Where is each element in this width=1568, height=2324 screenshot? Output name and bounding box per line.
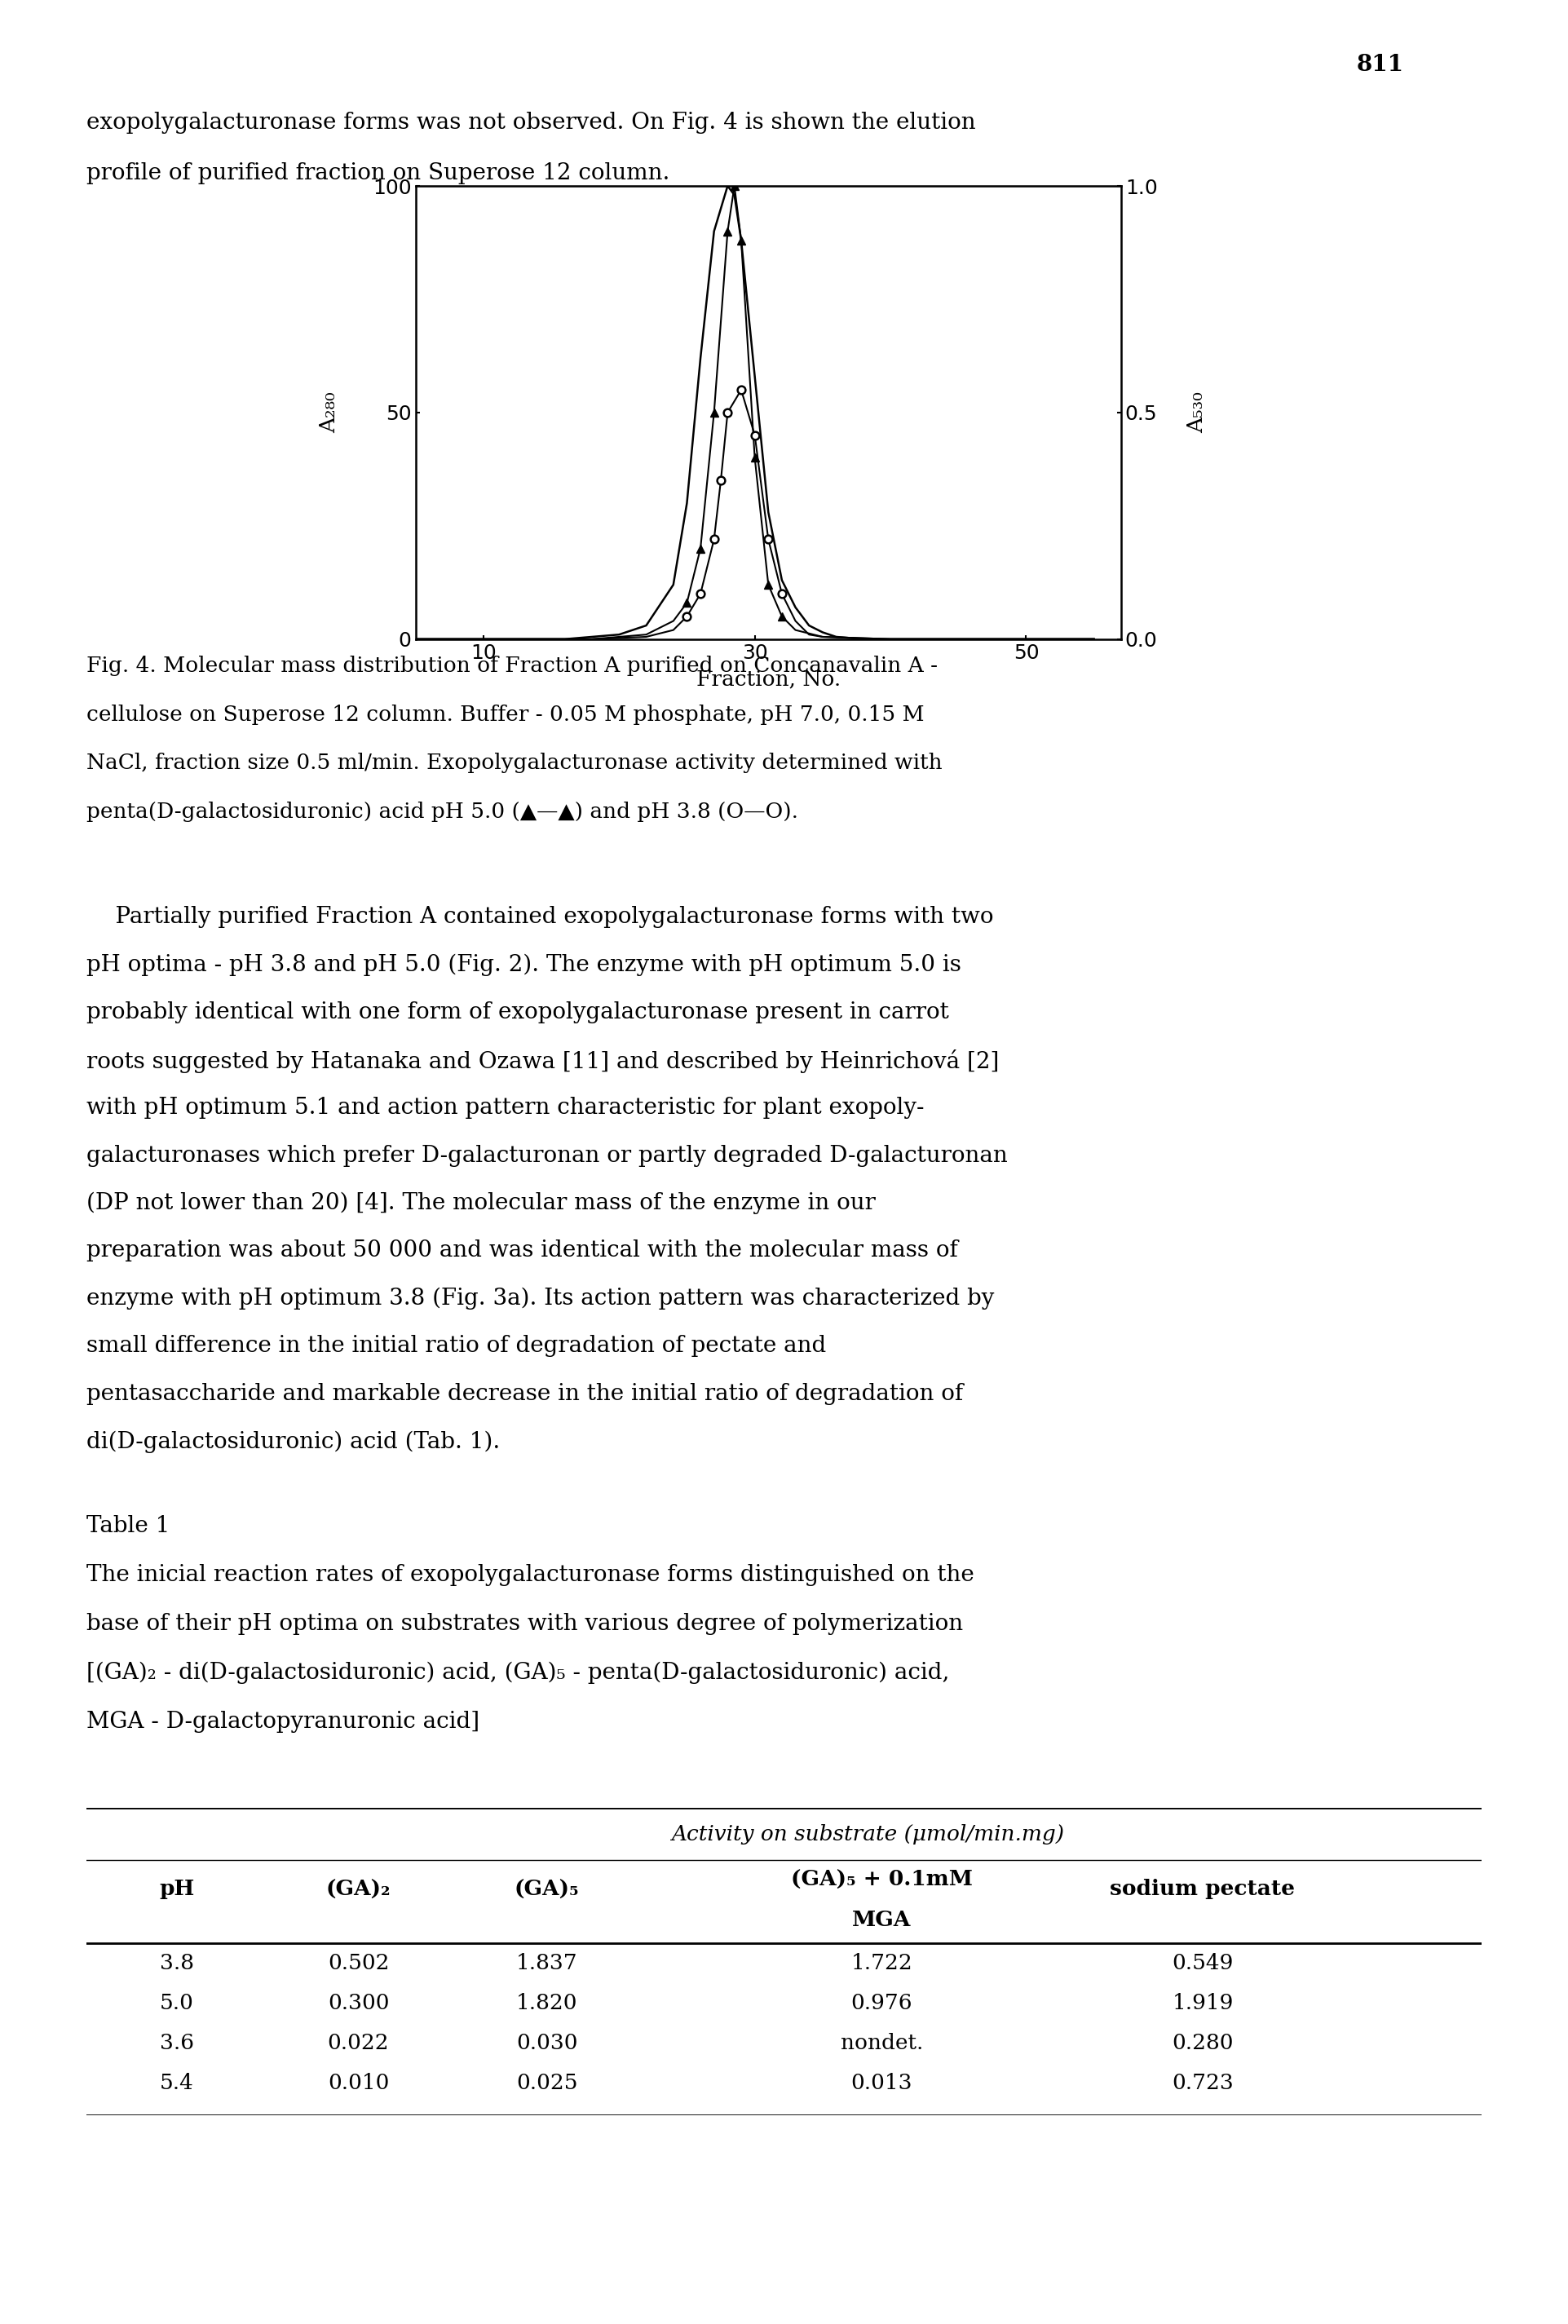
Text: The inicial reaction rates of exopolygalacturonase forms distinguished on the: The inicial reaction rates of exopolygal…: [86, 1564, 974, 1585]
Text: 0.549: 0.549: [1171, 1952, 1234, 1973]
Text: base of their pH optima on substrates with various degree of polymerization: base of their pH optima on substrates wi…: [86, 1613, 963, 1634]
Text: 5.4: 5.4: [160, 2073, 194, 2094]
Text: small difference in the initial ratio of degradation of pectate and: small difference in the initial ratio of…: [86, 1334, 826, 1357]
Text: A₅₃₀: A₅₃₀: [1185, 393, 1207, 432]
Text: 0.976: 0.976: [851, 1994, 913, 2013]
Text: sodium pectate: sodium pectate: [1110, 1880, 1295, 1899]
Text: (GA)₅ + 0.1mM: (GA)₅ + 0.1mM: [790, 1871, 972, 1889]
Text: 1.837: 1.837: [516, 1952, 577, 1973]
Text: 811: 811: [1356, 53, 1403, 74]
Text: galacturonases which prefer D-galacturonan or partly degraded D-galacturonan: galacturonases which prefer D-galacturon…: [86, 1146, 1007, 1167]
Text: 1.722: 1.722: [851, 1952, 913, 1973]
Text: 0.013: 0.013: [851, 2073, 913, 2094]
Text: preparation was about 50 000 and was identical with the molecular mass of: preparation was about 50 000 and was ide…: [86, 1241, 958, 1262]
Text: 3.6: 3.6: [160, 2034, 194, 2052]
Text: Fig. 4. Molecular mass distribution of Fraction A purified on Concanavalin A -: Fig. 4. Molecular mass distribution of F…: [86, 655, 938, 676]
Text: 1.919: 1.919: [1171, 1994, 1234, 2013]
Text: 1.820: 1.820: [516, 1994, 577, 2013]
Text: 0.280: 0.280: [1171, 2034, 1234, 2052]
Text: probably identical with one form of exopolygalacturonase present in carrot: probably identical with one form of exop…: [86, 1002, 949, 1023]
Text: 5.0: 5.0: [160, 1994, 194, 2013]
Text: enzyme with pH optimum 3.8 (Fig. 3a). Its action pattern was characterized by: enzyme with pH optimum 3.8 (Fig. 3a). It…: [86, 1287, 994, 1311]
Text: with pH optimum 5.1 and action pattern characteristic for plant exopoly-: with pH optimum 5.1 and action pattern c…: [86, 1097, 924, 1118]
Text: 0.723: 0.723: [1171, 2073, 1234, 2094]
Text: NaCl, fraction size 0.5 ml/min. Exopolygalacturonase activity determined with: NaCl, fraction size 0.5 ml/min. Exopolyg…: [86, 753, 942, 774]
Text: pentasaccharide and markable decrease in the initial ratio of degradation of: pentasaccharide and markable decrease in…: [86, 1383, 963, 1404]
Text: cellulose on Superose 12 column. Buffer - 0.05 M phosphate, pH 7.0, 0.15 M: cellulose on Superose 12 column. Buffer …: [86, 704, 924, 725]
Text: 0.025: 0.025: [516, 2073, 577, 2094]
Text: 3.8: 3.8: [160, 1952, 194, 1973]
Text: nondet.: nondet.: [840, 2034, 924, 2052]
Text: MGA - D-galactopyranuronic acid]: MGA - D-galactopyranuronic acid]: [86, 1710, 480, 1731]
Text: A₂₈₀: A₂₈₀: [318, 393, 340, 432]
Text: (DP not lower than 20) [4]. The molecular mass of the enzyme in our: (DP not lower than 20) [4]. The molecula…: [86, 1192, 875, 1215]
Text: 0.010: 0.010: [328, 2073, 389, 2094]
Text: profile of purified fraction on Superose 12 column.: profile of purified fraction on Superose…: [86, 163, 670, 184]
Text: Table 1: Table 1: [86, 1515, 169, 1536]
Text: roots suggested by Hatanaka and Ozawa [11] and described by Heinrichová [2]: roots suggested by Hatanaka and Ozawa [1…: [86, 1050, 999, 1074]
Text: 0.300: 0.300: [328, 1994, 389, 2013]
Text: 0.022: 0.022: [328, 2034, 389, 2052]
Text: di(D-galactosiduronic) acid (Tab. 1).: di(D-galactosiduronic) acid (Tab. 1).: [86, 1432, 500, 1452]
Text: (GA)₅: (GA)₅: [514, 1880, 579, 1899]
Text: pH: pH: [160, 1880, 194, 1899]
Text: Partially purified Fraction A contained exopolygalacturonase forms with two: Partially purified Fraction A contained …: [86, 906, 994, 927]
Text: 0.030: 0.030: [516, 2034, 577, 2052]
X-axis label: Fraction, No.: Fraction, No.: [696, 669, 840, 690]
Text: [(GA)₂ - di(D-galactosiduronic) acid, (GA)₅ - penta(D-galactosiduronic) acid,: [(GA)₂ - di(D-galactosiduronic) acid, (G…: [86, 1662, 949, 1685]
Text: MGA: MGA: [851, 1910, 911, 1931]
Text: penta(D-galactosiduronic) acid pH 5.0 (▲—▲) and pH 3.8 (O—O).: penta(D-galactosiduronic) acid pH 5.0 (▲…: [86, 802, 798, 823]
Text: exopolygalacturonase forms was not observed. On Fig. 4 is shown the elution: exopolygalacturonase forms was not obser…: [86, 112, 975, 132]
Text: 0.502: 0.502: [328, 1952, 389, 1973]
Text: Activity on substrate (μmol/min.mg): Activity on substrate (μmol/min.mg): [671, 1824, 1065, 1845]
Text: pH optima - pH 3.8 and pH 5.0 (Fig. 2). The enzyme with pH optimum 5.0 is: pH optima - pH 3.8 and pH 5.0 (Fig. 2). …: [86, 953, 961, 976]
Text: (GA)₂: (GA)₂: [326, 1880, 390, 1899]
